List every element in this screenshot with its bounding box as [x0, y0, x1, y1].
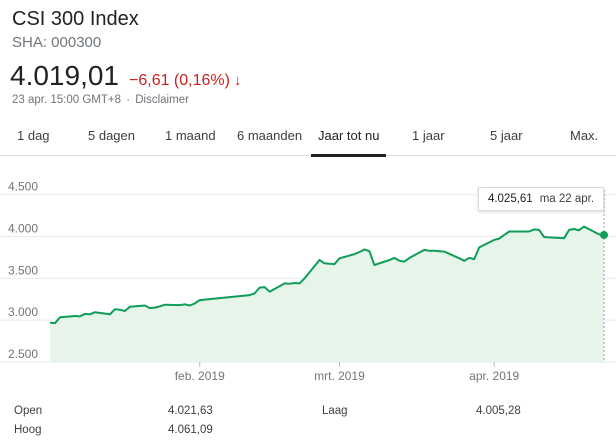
y-tick-label: 2.500: [8, 347, 38, 361]
arrow-down-icon: ↓: [233, 72, 242, 89]
tab-5-years[interactable]: 5 jaar: [490, 128, 523, 143]
tab-1-year[interactable]: 1 jaar: [412, 128, 445, 143]
active-tab-indicator: [311, 154, 386, 157]
quote-timestamp: 23 apr. 15:00 GMT+8: [12, 94, 121, 106]
x-tick-label: apr. 2019: [469, 369, 519, 383]
meta-separator: ·: [126, 94, 131, 106]
hover-point: [600, 230, 608, 239]
disclaimer-link[interactable]: Disclaimer: [135, 94, 189, 106]
price-change: −6,61 (0,16%): [129, 72, 230, 89]
y-tick-label: 4.000: [8, 222, 38, 236]
y-tick-label: 3.000: [8, 305, 38, 319]
price-row: 4.019,01 −6,61 (0,16%) ↓: [10, 60, 241, 92]
stat-high-value: 4.061,09: [168, 424, 213, 436]
tab-5-days[interactable]: 5 dagen: [88, 128, 135, 143]
x-tick-label: mrt. 2019: [314, 369, 365, 383]
page-title: CSI 300 Index: [12, 8, 139, 30]
tooltip-value: 4.025,61: [487, 193, 533, 205]
stat-low-value: 4.005,28: [476, 405, 521, 417]
tab-1-day[interactable]: 1 dag: [17, 128, 50, 143]
price-chart[interactable]: 4.500 4.000 3.500 3.000 2.500 feb. 2019 mrt. 2…: [0, 170, 616, 390]
stat-low-label: Laag: [322, 405, 348, 417]
stat-high-label: Hoog: [14, 424, 42, 436]
x-tick-label: feb. 2019: [175, 369, 225, 383]
series-area: [50, 226, 604, 362]
stat-open-value: 4.021,63: [168, 405, 213, 417]
tab-1-month[interactable]: 1 maand: [165, 128, 216, 143]
stat-open-label: Open: [14, 405, 43, 417]
series-line: [49, 225, 605, 325]
range-tabs: 1 dag 5 dagen 1 maand 6 maanden Jaar tot…: [0, 118, 616, 157]
y-tick-label: 4.500: [8, 180, 38, 194]
ticker-symbol: SHA: 000300: [12, 34, 102, 51]
tab-6-months[interactable]: 6 maanden: [237, 128, 303, 143]
tooltip-date: ma 22 apr.: [539, 193, 595, 205]
price-chart-svg[interactable]: 4.500 4.000 3.500 3.000 2.500 feb. 2019 mrt. 2…: [0, 170, 616, 390]
tab-year-to-date[interactable]: Jaar tot nu: [318, 128, 380, 143]
current-price: 4.019,01: [10, 60, 119, 91]
tab-max[interactable]: Max.: [570, 128, 599, 143]
y-tick-label: 3.500: [8, 263, 38, 277]
quote-meta: 23 apr. 15:00 GMT+8 · Disclaimer: [12, 94, 189, 106]
chart-tooltip: 4.025,61 ma 22 apr.: [478, 187, 604, 211]
